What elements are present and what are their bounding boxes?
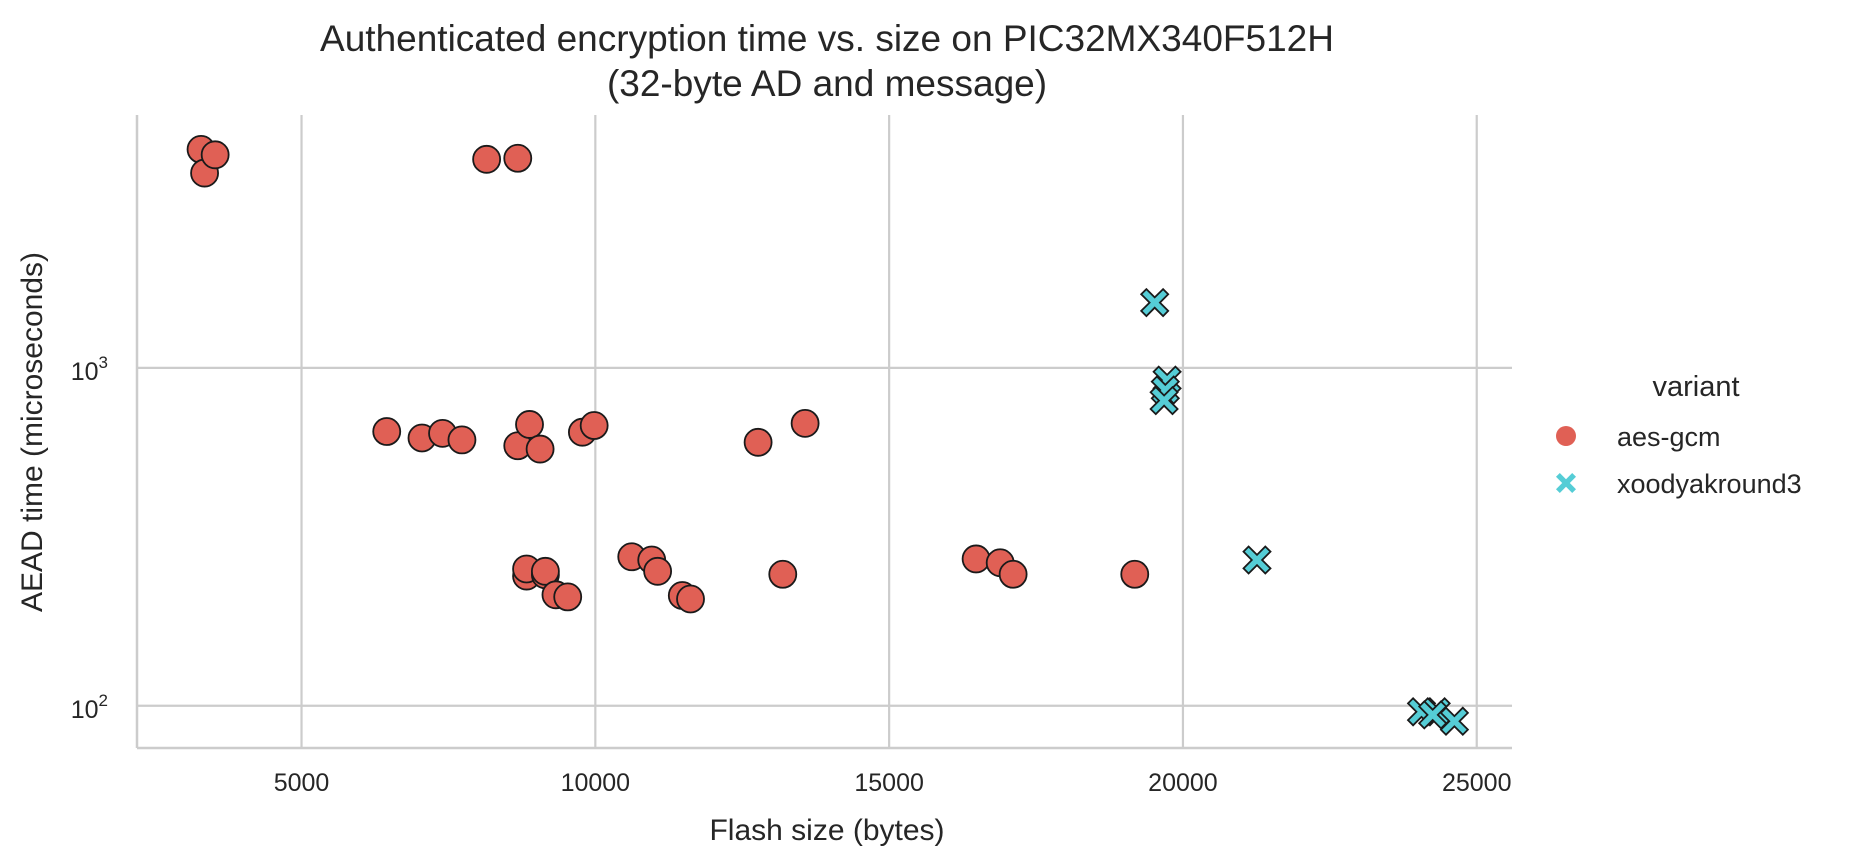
y-tick-base: 10 <box>71 696 99 724</box>
aes-gcm-point <box>676 584 705 614</box>
y-axis-label: AEAD time (microseconds) <box>16 252 49 612</box>
legend-marker-xoodyakround3 <box>1556 473 1576 493</box>
aes-gcm-point <box>530 556 560 586</box>
chart-title-line-1: Authenticated encryption time vs. size o… <box>320 18 1334 59</box>
y-tick-label: 103 <box>71 353 108 386</box>
legend-label: xoodyakround3 <box>1617 469 1802 499</box>
chart-title-line-2: (32-byte AD and message) <box>607 63 1047 104</box>
x-tick-labels: 5000 10000 15000 20000 25000 <box>274 769 1512 797</box>
aes-gcm-point <box>768 559 798 589</box>
aes-gcm-point <box>200 140 230 170</box>
x-tick-label: 15000 <box>854 769 924 797</box>
x-tick-label: 25000 <box>1442 769 1512 797</box>
aes-gcm-point <box>961 544 991 574</box>
legend-marker-aes-gcm <box>1556 426 1576 446</box>
aes-gcm-point <box>1120 559 1150 589</box>
x-tick-label: 20000 <box>1148 769 1218 797</box>
xoodyakround3-point <box>1242 545 1272 575</box>
x-tick-label: 10000 <box>561 769 631 797</box>
aes-gcm-point <box>472 144 502 174</box>
xoodyakround3-point <box>1149 385 1179 416</box>
xoodyakround3-point <box>1439 706 1470 736</box>
aes-gcm-point <box>525 434 555 464</box>
aes-gcm-point <box>447 425 477 455</box>
aes-gcm-point <box>743 427 773 457</box>
legend: variant aes-gcm xoodyakround3 <box>1556 371 1802 499</box>
grid-lines <box>137 115 1512 748</box>
aes-gcm-point <box>643 556 673 586</box>
y-tick-exponent: 3 <box>99 353 108 372</box>
x-tick-label: 5000 <box>274 769 330 797</box>
y-tick-label: 102 <box>71 691 108 724</box>
aes-gcm-point <box>515 410 544 439</box>
data-points <box>186 134 1470 736</box>
y-tick-base: 10 <box>71 358 99 386</box>
legend-label: aes-gcm <box>1617 422 1721 452</box>
legend-x-shape <box>1556 473 1576 493</box>
aes-gcm-point <box>553 582 583 612</box>
aes-gcm-point <box>579 411 609 440</box>
legend-title: variant <box>1652 371 1739 403</box>
x-axis-label: Flash size (bytes) <box>709 814 944 847</box>
chart-title: Authenticated encryption time vs. size o… <box>320 18 1334 104</box>
axes <box>135 115 1512 750</box>
aes-gcm-point <box>372 417 402 446</box>
aes-gcm-point <box>998 559 1028 589</box>
y-tick-exponent: 2 <box>99 691 108 710</box>
aes-gcm-point <box>503 143 533 173</box>
aes-gcm-point <box>790 408 820 438</box>
xoodyakround3-point <box>1139 287 1170 318</box>
